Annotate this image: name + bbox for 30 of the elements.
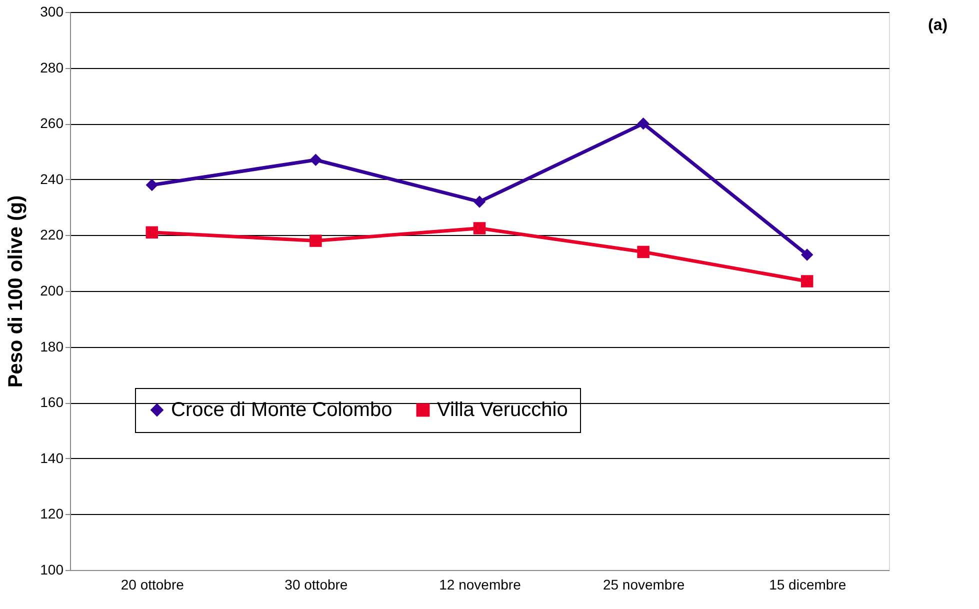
point	[473, 196, 486, 208]
y-tick-label: 300	[40, 4, 64, 20]
y-axis-title: Peso di 100 olive (g)	[5, 195, 28, 388]
y-tick-label: 140	[40, 450, 64, 466]
y-tick-label: 120	[40, 506, 64, 522]
y-tick-label: 180	[40, 338, 64, 354]
x-tick-label: 12 novembre	[439, 576, 522, 592]
y-tick-label: 280	[40, 59, 64, 76]
point	[310, 234, 322, 247]
point	[637, 117, 650, 130]
point	[637, 246, 650, 258]
x-tick-label: 25 novembre	[602, 576, 685, 592]
legend-label: Villa Verucchio	[437, 399, 568, 421]
text: (a)	[928, 17, 948, 34]
y-tick-label: 100	[40, 562, 64, 578]
point	[800, 248, 814, 261]
y-tick-label: 160	[40, 394, 64, 410]
point	[473, 222, 486, 234]
legend-label: Croce di Monte Colombo	[171, 399, 392, 421]
y-tick-label: 240	[40, 170, 64, 187]
y-tick-label: 200	[40, 282, 64, 298]
point	[310, 154, 322, 166]
point	[146, 226, 158, 239]
point	[146, 178, 158, 192]
y-tick-label: 220	[40, 226, 64, 243]
point	[800, 275, 814, 288]
y-tick-label: 260	[40, 115, 64, 132]
x-tick-label: 20 ottobre	[120, 576, 184, 592]
x-tick-label: 15 dicembre	[769, 576, 846, 592]
x-tick-label: 30 ottobre	[284, 576, 348, 592]
